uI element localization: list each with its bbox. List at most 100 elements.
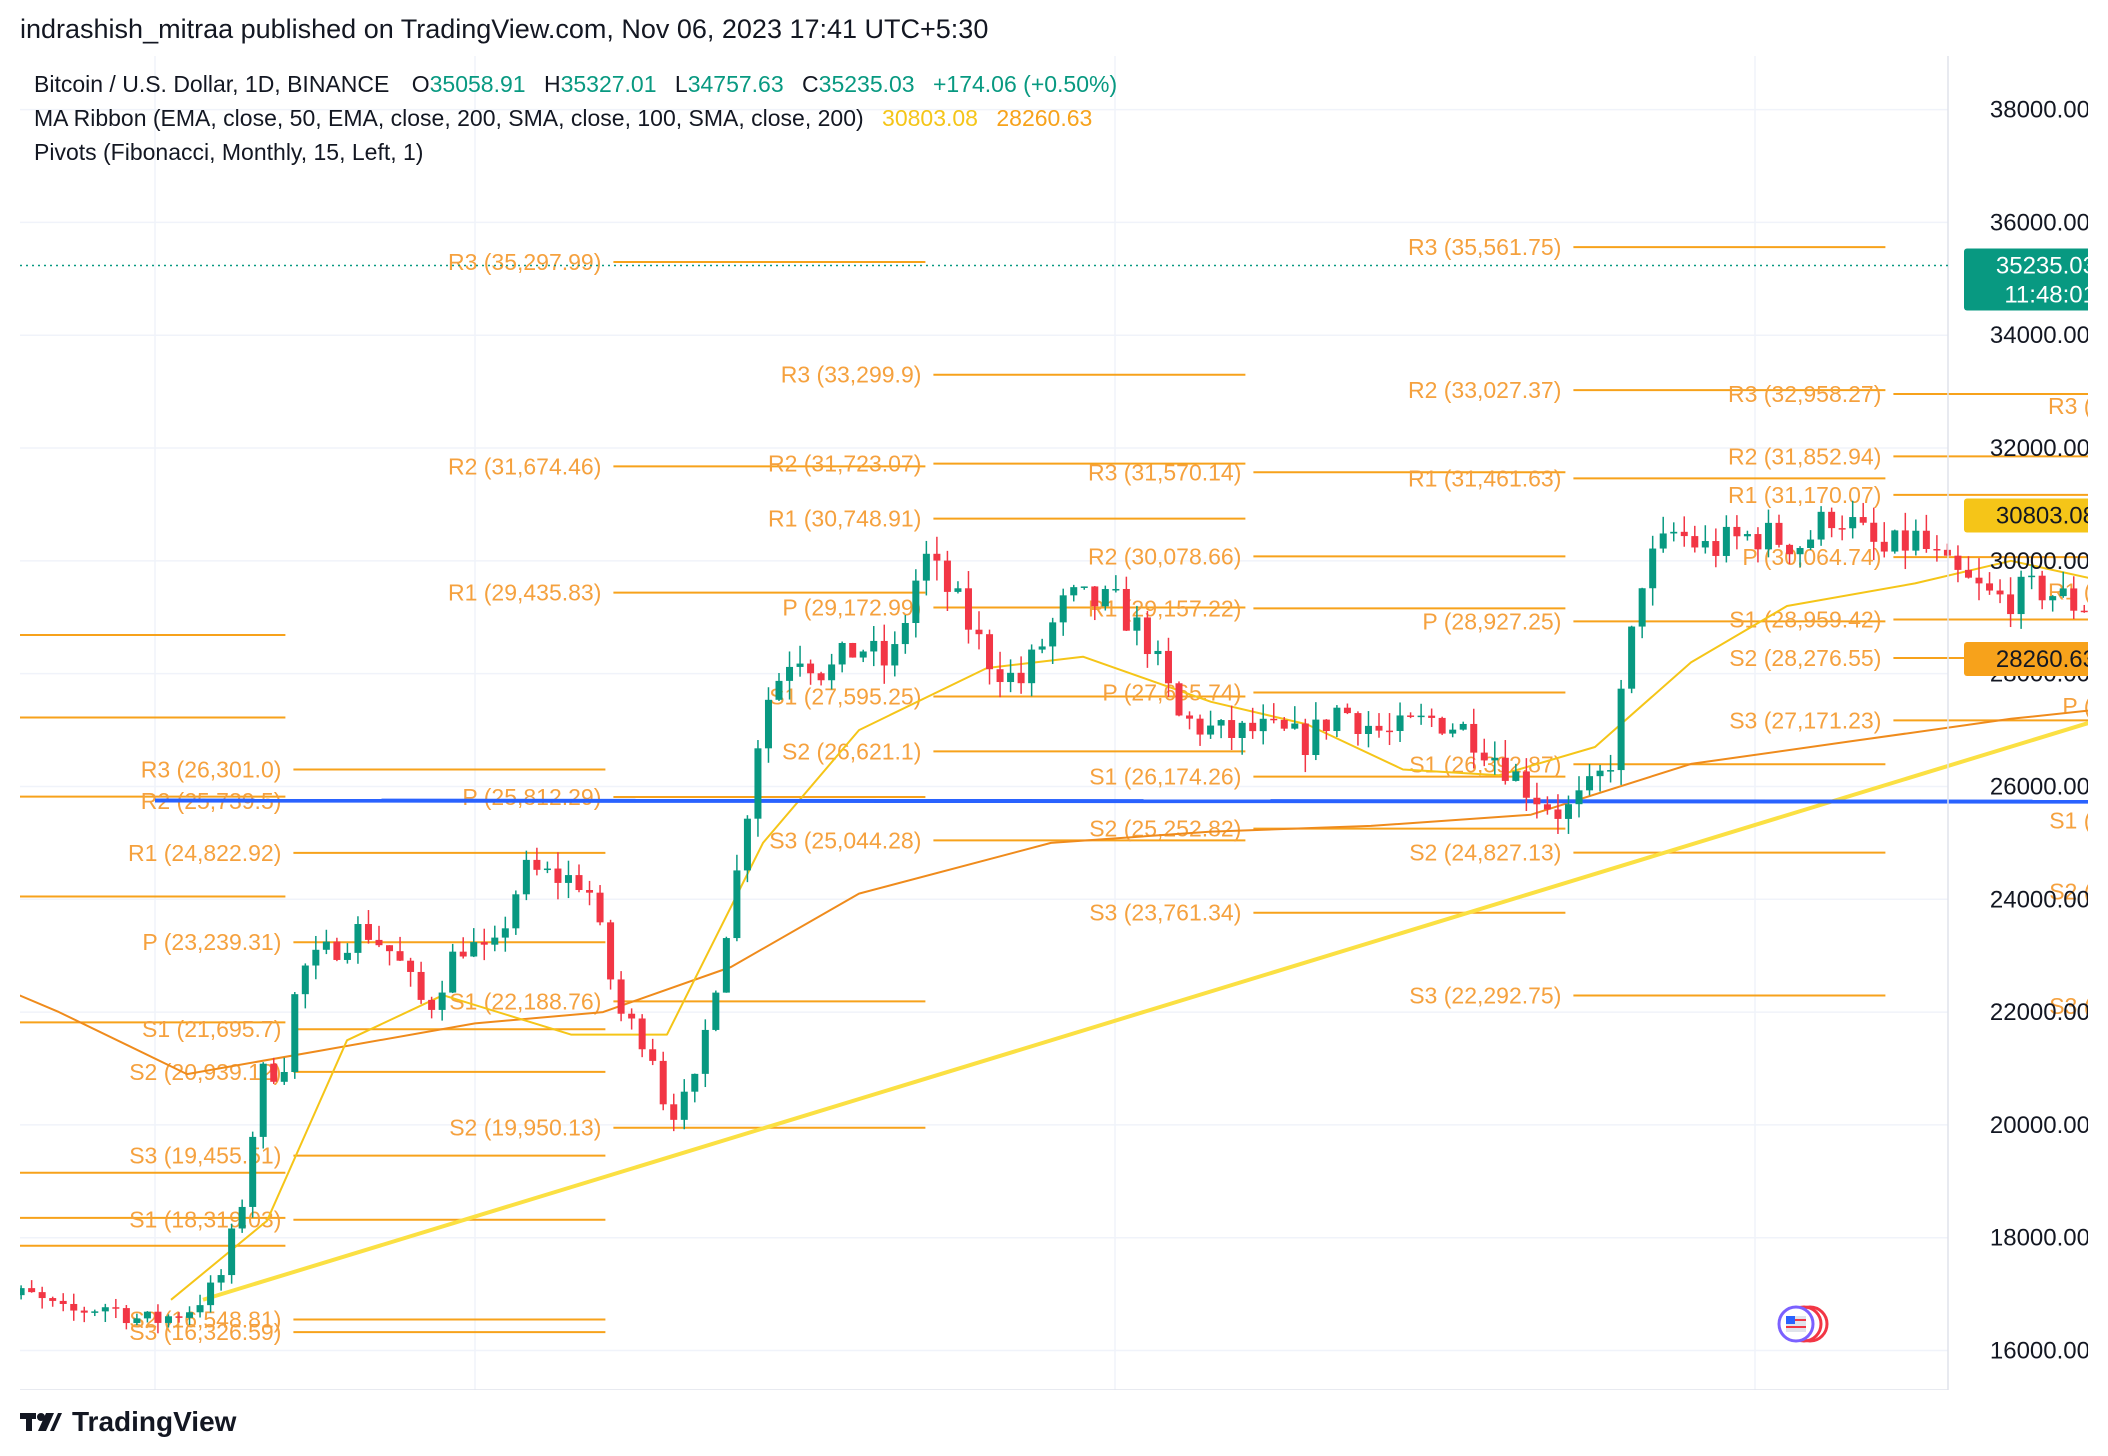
candle-body bbox=[1428, 715, 1436, 718]
candle-body bbox=[1859, 517, 1867, 523]
candle-body bbox=[1512, 771, 1520, 781]
candle-body bbox=[407, 960, 415, 972]
candle-body bbox=[1007, 672, 1015, 683]
price-tick-label: 22000.00 bbox=[1990, 999, 2088, 1026]
candle-body bbox=[1249, 722, 1257, 732]
candle-body bbox=[1775, 522, 1783, 545]
candle-body bbox=[259, 1063, 267, 1137]
candle-body bbox=[1870, 522, 1878, 542]
candle-body bbox=[1828, 511, 1836, 529]
candle-body bbox=[1017, 672, 1025, 684]
legend-ma-label[interactable]: MA Ribbon (EMA, close, 50, EMA, close, 2… bbox=[34, 105, 864, 131]
chart-frame[interactable]: R3 (28,685.32)R3 (27,223.11)R2 (25,819.9… bbox=[0, 56, 2108, 1430]
candle-body bbox=[1375, 725, 1383, 731]
candle-body bbox=[2049, 596, 2057, 601]
candle-body bbox=[775, 680, 783, 700]
candle-body bbox=[933, 553, 941, 561]
candle-body bbox=[1638, 588, 1646, 627]
price-tick-label: 20000.00 bbox=[1990, 1112, 2088, 1139]
candle-body bbox=[564, 875, 572, 883]
pivot-level-label: S2 (20,939.12) bbox=[129, 1059, 281, 1085]
candle-body bbox=[80, 1310, 88, 1313]
candle-body bbox=[733, 870, 741, 939]
candle-body bbox=[1880, 541, 1888, 552]
price-tick-label: 16000.00 bbox=[1990, 1338, 2088, 1365]
candle-body bbox=[1122, 588, 1130, 631]
candle-body bbox=[543, 868, 551, 871]
candle-body bbox=[691, 1073, 699, 1092]
pivot-level-label: S1 (26,174.26) bbox=[1089, 764, 1241, 790]
candle-body bbox=[512, 894, 520, 929]
candle-body bbox=[175, 1316, 183, 1318]
candle-body bbox=[659, 1060, 667, 1105]
plot-border bbox=[20, 56, 1949, 1391]
candle-body bbox=[1459, 723, 1467, 730]
candle-body bbox=[922, 553, 930, 581]
candle-body bbox=[343, 952, 351, 960]
candle-body bbox=[1901, 530, 1909, 551]
candle-body bbox=[70, 1303, 78, 1311]
pivot-level-label: R2 (33,027.37) bbox=[1408, 377, 1561, 403]
candle-body bbox=[501, 928, 509, 938]
pivot-level-label: S1 (27,595.25) bbox=[769, 683, 921, 709]
candle-body bbox=[1786, 544, 1794, 555]
candle-body bbox=[133, 1318, 141, 1324]
pivot-level-label: S1 (22,188.76) bbox=[449, 988, 601, 1014]
candle-body bbox=[1196, 718, 1204, 735]
candle-body bbox=[1280, 719, 1288, 729]
candle-body bbox=[701, 1029, 709, 1074]
footer-brand[interactable]: TradingView bbox=[20, 1406, 236, 1438]
candle-body bbox=[1396, 715, 1404, 731]
candle-body bbox=[1817, 511, 1825, 540]
drawn-lines bbox=[154, 714, 2108, 1302]
candle-body bbox=[1849, 517, 1857, 529]
candle-body bbox=[470, 942, 478, 957]
candle-body bbox=[1964, 569, 1972, 578]
candle-body bbox=[438, 992, 446, 1010]
pivot-level-label: R3 (26,301.0) bbox=[141, 756, 282, 782]
candle-body bbox=[722, 938, 730, 993]
candle-body bbox=[1912, 530, 1920, 551]
price-tick-label: 24000.00 bbox=[1990, 886, 2088, 913]
candle-body bbox=[964, 588, 972, 630]
candle-body bbox=[996, 669, 1004, 683]
candle-body bbox=[333, 941, 341, 960]
pivot-level-label: S2 (19,950.13) bbox=[449, 1115, 601, 1141]
pivot-levels: R3 (28,685.32)R3 (27,223.11)R2 (25,819.9… bbox=[20, 234, 2108, 1345]
candle-body bbox=[828, 664, 836, 681]
pivot-level-label: P (27,426.98) bbox=[2062, 693, 2088, 719]
pivot-level-label: P (28,927.25) bbox=[1422, 608, 1561, 634]
pivot-level-label: R1 (29,157.22) bbox=[1088, 595, 1241, 621]
candle-body bbox=[1133, 617, 1141, 631]
candle-body bbox=[943, 560, 951, 592]
pivot-level-label: P (25,812.29) bbox=[462, 784, 601, 810]
price-chart[interactable]: R3 (28,685.32)R3 (27,223.11)R2 (25,819.9… bbox=[0, 56, 2108, 1430]
candle-body bbox=[91, 1311, 99, 1313]
candle-body bbox=[1386, 730, 1394, 733]
candle-body bbox=[796, 663, 804, 667]
candle-body bbox=[1659, 533, 1667, 549]
candle-body bbox=[491, 937, 499, 945]
candle-body bbox=[122, 1308, 130, 1324]
candle-body bbox=[301, 965, 309, 995]
candle-body bbox=[1175, 683, 1183, 716]
pivot-level-label: S3 (25,044.28) bbox=[769, 827, 921, 853]
candle-body bbox=[617, 979, 625, 1014]
legend-high-label: H bbox=[544, 71, 561, 97]
candle-body bbox=[228, 1228, 236, 1276]
pivot-level-label: R2 (30,078.66) bbox=[1088, 543, 1241, 569]
us-flag-icon bbox=[1777, 1305, 1829, 1343]
candle-body bbox=[396, 951, 404, 961]
candle-body bbox=[1743, 534, 1751, 537]
pivot-level-label: S2 (25,252.82) bbox=[1089, 816, 1241, 842]
ma-slow-line bbox=[0, 707, 2108, 1076]
candle-body bbox=[1807, 539, 1815, 548]
candle-body bbox=[1038, 646, 1046, 650]
legend-pivots-label[interactable]: Pivots (Fibonacci, Monthly, 15, Left, 1) bbox=[34, 139, 423, 165]
price-tick-label: 18000.00 bbox=[1990, 1225, 2088, 1252]
candle-body bbox=[712, 992, 720, 1030]
candle-body bbox=[1207, 725, 1215, 735]
candle-body bbox=[670, 1104, 678, 1120]
legend-symbol[interactable]: Bitcoin / U.S. Dollar, 1D, BINANCE bbox=[34, 71, 389, 97]
candle-body bbox=[1343, 707, 1351, 714]
